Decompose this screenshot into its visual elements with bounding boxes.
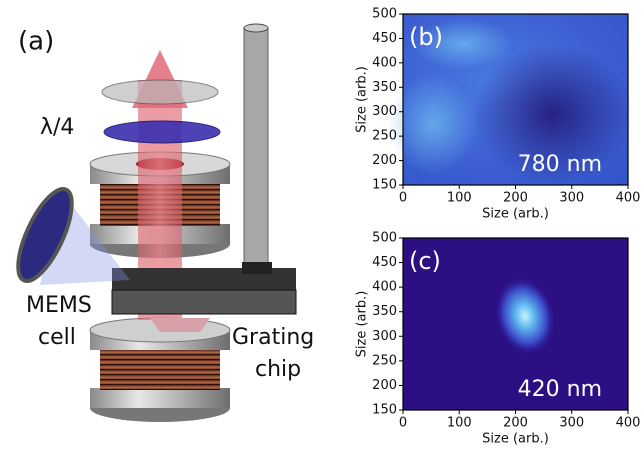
y-tick-label: 150 <box>372 403 397 418</box>
y-tick-label: 400 <box>372 55 397 70</box>
x-tick-label: 100 <box>447 191 472 206</box>
x-tick-label: 400 <box>616 416 641 431</box>
annotation: 780 nm <box>518 152 602 177</box>
label: Grating <box>232 325 314 350</box>
y-axis-label: Size (arb.) <box>355 66 370 133</box>
y-tick-label: 300 <box>372 104 397 119</box>
x-axis-label: Size (arb.) <box>482 432 549 447</box>
y-tick-label: 200 <box>372 153 397 168</box>
y-tick-label: 450 <box>372 255 397 270</box>
y-tick-label: 500 <box>372 7 397 22</box>
y-tick-label: 350 <box>372 80 397 95</box>
label: λ/4 <box>40 115 74 140</box>
panel-label: (a) <box>18 27 54 57</box>
y-tick-label: 150 <box>372 178 397 193</box>
y-axis-label: Size (arb.) <box>355 291 370 358</box>
x-tick-label: 200 <box>503 416 528 431</box>
x-tick-label: 300 <box>559 416 584 431</box>
x-tick-label: 400 <box>616 191 641 206</box>
label: MEMS <box>26 293 92 318</box>
x-tick-label: 200 <box>503 191 528 206</box>
y-tick-label: 400 <box>372 280 397 295</box>
y-tick-label: 500 <box>372 231 397 246</box>
x-tick-label: 100 <box>447 416 472 431</box>
figure: (a) λ/4 MEMS cell Grating chip 0 100 200 30… <box>0 0 644 453</box>
heatmap-light <box>388 74 478 174</box>
x-tick-label: 0 <box>399 191 407 206</box>
x-tick-label: 0 <box>399 416 407 431</box>
panel-label: (b) <box>409 23 443 51</box>
y-tick-label: 450 <box>372 31 397 46</box>
panel-label: (c) <box>409 247 441 275</box>
y-tick-label: 300 <box>372 329 397 344</box>
y-tick-label: 350 <box>372 304 397 319</box>
x-axis-label: Size (arb.) <box>482 207 549 222</box>
label: cell <box>38 325 76 350</box>
apparatus <box>8 24 296 422</box>
y-tick-label: 250 <box>372 353 397 368</box>
y-tick-label: 200 <box>372 378 397 393</box>
y-tick-label: 250 <box>372 129 397 144</box>
label: chip <box>255 357 301 382</box>
x-tick-label: 300 <box>559 191 584 206</box>
annotation: 420 nm <box>518 377 602 402</box>
